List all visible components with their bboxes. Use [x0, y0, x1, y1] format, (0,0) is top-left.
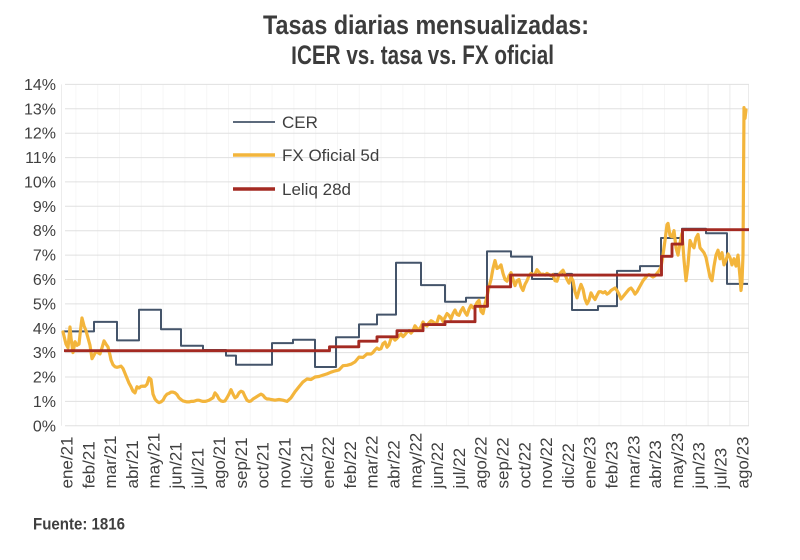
svg-text:1%: 1%: [33, 394, 56, 411]
svg-text:2%: 2%: [33, 370, 56, 387]
svg-text:FX Oficial 5d: FX Oficial 5d: [282, 146, 379, 165]
svg-text:jun/21: jun/21: [167, 442, 186, 489]
svg-text:mar/21: mar/21: [101, 436, 120, 489]
svg-text:dic/21: dic/21: [297, 443, 316, 488]
svg-text:Fuente: 1816: Fuente: 1816: [33, 515, 125, 534]
svg-text:11%: 11%: [25, 150, 56, 167]
svg-text:Tasas diarias mensualizadas:: Tasas diarias mensualizadas:: [263, 10, 589, 40]
svg-text:ene/22: ene/22: [319, 437, 338, 489]
svg-text:10%: 10%: [24, 174, 56, 191]
svg-text:jul/21: jul/21: [188, 448, 207, 490]
svg-text:ago/23: ago/23: [733, 437, 752, 489]
svg-text:jul/23: jul/23: [712, 448, 731, 490]
svg-text:6%: 6%: [33, 272, 56, 289]
svg-text:mar/22: mar/22: [363, 436, 382, 489]
svg-text:jun/22: jun/22: [428, 442, 447, 489]
svg-text:Leliq 28d: Leliq 28d: [282, 180, 351, 199]
svg-text:feb/22: feb/22: [341, 441, 360, 488]
svg-text:ago/21: ago/21: [210, 437, 229, 489]
svg-text:0%: 0%: [33, 418, 56, 435]
svg-text:ene/21: ene/21: [58, 437, 77, 489]
svg-text:9%: 9%: [33, 199, 56, 216]
svg-text:14%: 14%: [24, 77, 56, 94]
svg-text:ene/23: ene/23: [581, 437, 600, 489]
svg-text:CER vs. tasa vs. FX oficial: CER vs. tasa vs. FX oficial: [297, 40, 554, 70]
svg-text:4%: 4%: [33, 321, 56, 338]
svg-text:sep/22: sep/22: [494, 437, 513, 488]
svg-text:7%: 7%: [33, 248, 56, 265]
svg-text:13%: 13%: [24, 101, 56, 118]
svg-text:may/21: may/21: [145, 433, 164, 489]
svg-text:3%: 3%: [33, 345, 56, 362]
svg-text:ago/22: ago/22: [472, 437, 491, 489]
svg-text:sep/21: sep/21: [232, 437, 251, 488]
svg-text:mar/23: mar/23: [624, 436, 643, 489]
svg-text:may/23: may/23: [668, 433, 687, 489]
svg-text:jun/23: jun/23: [690, 442, 709, 489]
svg-text:oct/22: oct/22: [515, 442, 534, 488]
svg-text:abr/23: abr/23: [646, 440, 665, 488]
svg-text:feb/23: feb/23: [603, 441, 622, 488]
svg-text:nov/21: nov/21: [276, 437, 295, 488]
svg-text:dic/22: dic/22: [559, 443, 578, 488]
svg-text:5%: 5%: [33, 296, 56, 313]
svg-text:12%: 12%: [24, 126, 56, 143]
svg-text:nov/22: nov/22: [537, 437, 556, 488]
svg-text:feb/21: feb/21: [79, 441, 98, 488]
svg-text:abr/22: abr/22: [385, 440, 404, 488]
svg-text:may/22: may/22: [406, 433, 425, 489]
svg-text:CER: CER: [282, 113, 318, 132]
svg-text:jul/22: jul/22: [450, 448, 469, 490]
svg-text:oct/21: oct/21: [254, 442, 273, 488]
svg-text:abr/21: abr/21: [123, 440, 142, 488]
svg-text:8%: 8%: [33, 223, 56, 240]
